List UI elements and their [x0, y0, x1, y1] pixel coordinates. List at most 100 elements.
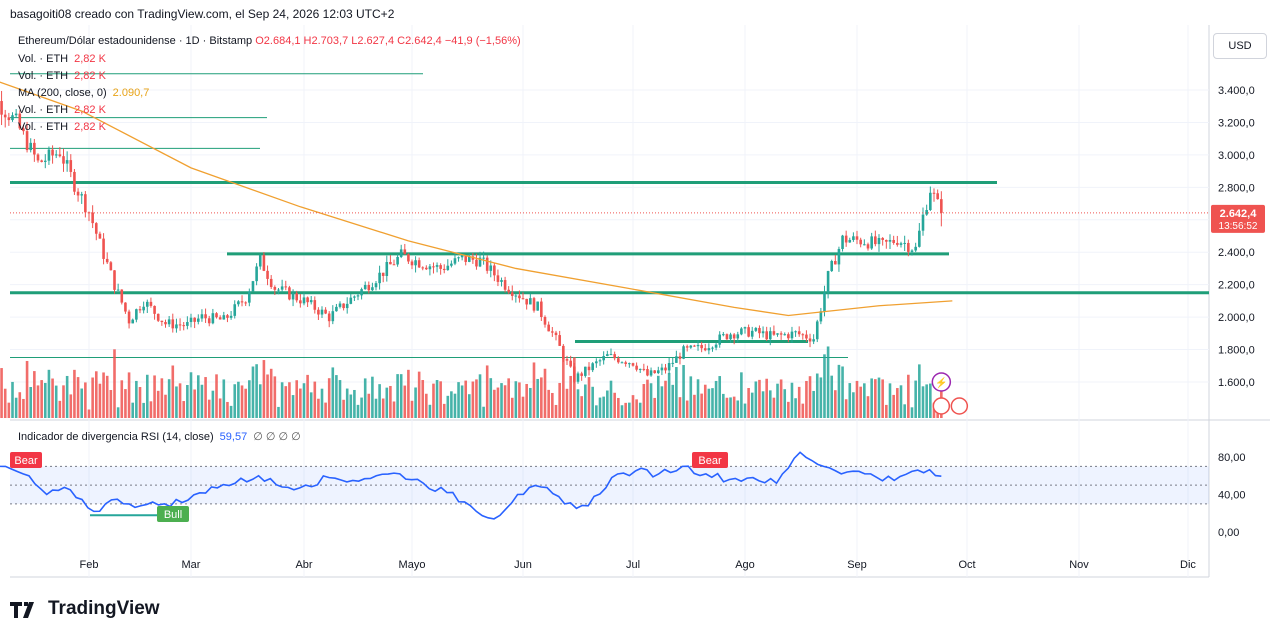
candle-body: [414, 260, 417, 266]
ma200-line: [0, 81, 953, 317]
candle-body: [638, 368, 642, 370]
candle-body: [609, 354, 613, 356]
volume-bar: [392, 401, 396, 418]
volume-bar: [703, 384, 707, 418]
candle-body: [167, 319, 171, 325]
volume-bar: [493, 389, 496, 418]
candle-body: [54, 154, 58, 156]
currency-button[interactable]: USD: [1213, 33, 1267, 59]
candle-body: [667, 363, 671, 371]
volume-bar: [819, 377, 823, 418]
volume-bar: [628, 402, 631, 418]
candle-body: [51, 149, 54, 156]
volume-bar: [736, 400, 740, 418]
candle-body: [863, 244, 866, 246]
candle-body: [258, 254, 262, 267]
volume-bar: [877, 377, 881, 418]
candle-body: [536, 301, 539, 311]
candle-body: [84, 194, 87, 213]
candle-body: [678, 356, 682, 359]
volume-bar: [646, 379, 649, 418]
indicator-label: Vol. · ETH: [18, 104, 69, 116]
volume-bar: [631, 395, 635, 418]
candle-body: [428, 266, 432, 270]
candle-body: [215, 313, 218, 318]
candle-body: [36, 154, 40, 161]
volume-bar: [743, 403, 747, 418]
volume-bar: [277, 406, 280, 418]
candle-body: [595, 361, 598, 364]
candle-body: [507, 289, 510, 293]
volume-bar: [801, 403, 805, 418]
volume-bar: [248, 380, 251, 418]
volume-bar: [266, 374, 269, 418]
volume-bar: [790, 382, 794, 418]
candle-body: [565, 359, 569, 361]
volume-bar: [475, 379, 478, 418]
volume-bar: [0, 368, 3, 418]
volume-bar: [207, 399, 211, 418]
volume-bar: [707, 388, 711, 418]
x-tick-label: Mayo: [399, 559, 426, 571]
volume-bar: [178, 383, 182, 418]
indicator-ma200[interactable]: MA (200, close, 0) 2.090,7: [18, 87, 149, 99]
candle-body: [160, 320, 164, 323]
volume-bar: [664, 380, 667, 418]
candle-body: [682, 346, 685, 359]
candle-body: [226, 315, 229, 318]
indicator-vol-4[interactable]: Vol. · ETH 2,82 K: [18, 121, 106, 133]
volume-bar: [667, 372, 671, 418]
lightning-event-icon: [931, 372, 952, 392]
volume-bar: [215, 374, 218, 418]
candle-body: [22, 128, 25, 132]
candle-body: [244, 302, 247, 304]
candle-body: [543, 317, 547, 325]
bear-signal-label: Bear: [698, 455, 722, 467]
volume-bar: [335, 375, 338, 418]
volume-bar: [711, 388, 714, 418]
indicator-vol-1[interactable]: Vol. · ETH 2,82 K: [18, 53, 106, 65]
volume-bar: [855, 380, 859, 418]
indicator-vol-2[interactable]: Vol. · ETH 2,82 K: [18, 70, 106, 82]
volume-bar: [222, 379, 226, 418]
candle-body: [284, 286, 288, 288]
candle-body: [69, 160, 73, 172]
candle-body: [493, 265, 496, 276]
candle-body: [496, 275, 500, 282]
rsi-value: 59,57: [219, 431, 248, 443]
tradingview-logo[interactable]: TradingView: [10, 598, 160, 620]
candle-body: [25, 131, 29, 151]
volume-bar: [485, 365, 489, 418]
volume-bar: [65, 375, 69, 418]
volume-bar: [732, 396, 736, 418]
candle-body: [790, 331, 794, 339]
volume-bar: [595, 405, 598, 418]
candle-body: [870, 236, 873, 249]
volume-bar: [675, 367, 678, 418]
us-flag-event-icon: [932, 397, 951, 415]
candle-body: [576, 373, 580, 382]
volume-bar: [105, 375, 109, 418]
volume-bar: [783, 389, 787, 418]
volume-bar: [580, 396, 583, 418]
volume-bar: [320, 388, 324, 418]
candle-body: [768, 331, 772, 340]
rsi-legend[interactable]: Indicador de divergencia RSI (14, close)…: [18, 430, 301, 443]
y-tick-label: 3.400,0: [1218, 85, 1255, 97]
candle-body: [145, 301, 149, 307]
candle-body: [907, 242, 910, 252]
candle-body: [189, 317, 193, 323]
candle-body: [371, 287, 374, 291]
candle-body: [602, 355, 605, 361]
volume-bar: [76, 377, 80, 418]
candle-body: [830, 261, 834, 272]
candle-body: [73, 171, 76, 192]
volume-bar: [288, 382, 291, 418]
candle-body: [921, 214, 925, 231]
volume-bar: [765, 378, 768, 418]
volume-bar: [863, 383, 866, 418]
indicator-vol-3[interactable]: Vol. · ETH 2,82 K: [18, 104, 106, 116]
volume-bar: [761, 391, 765, 418]
volume-bar: [410, 400, 414, 418]
